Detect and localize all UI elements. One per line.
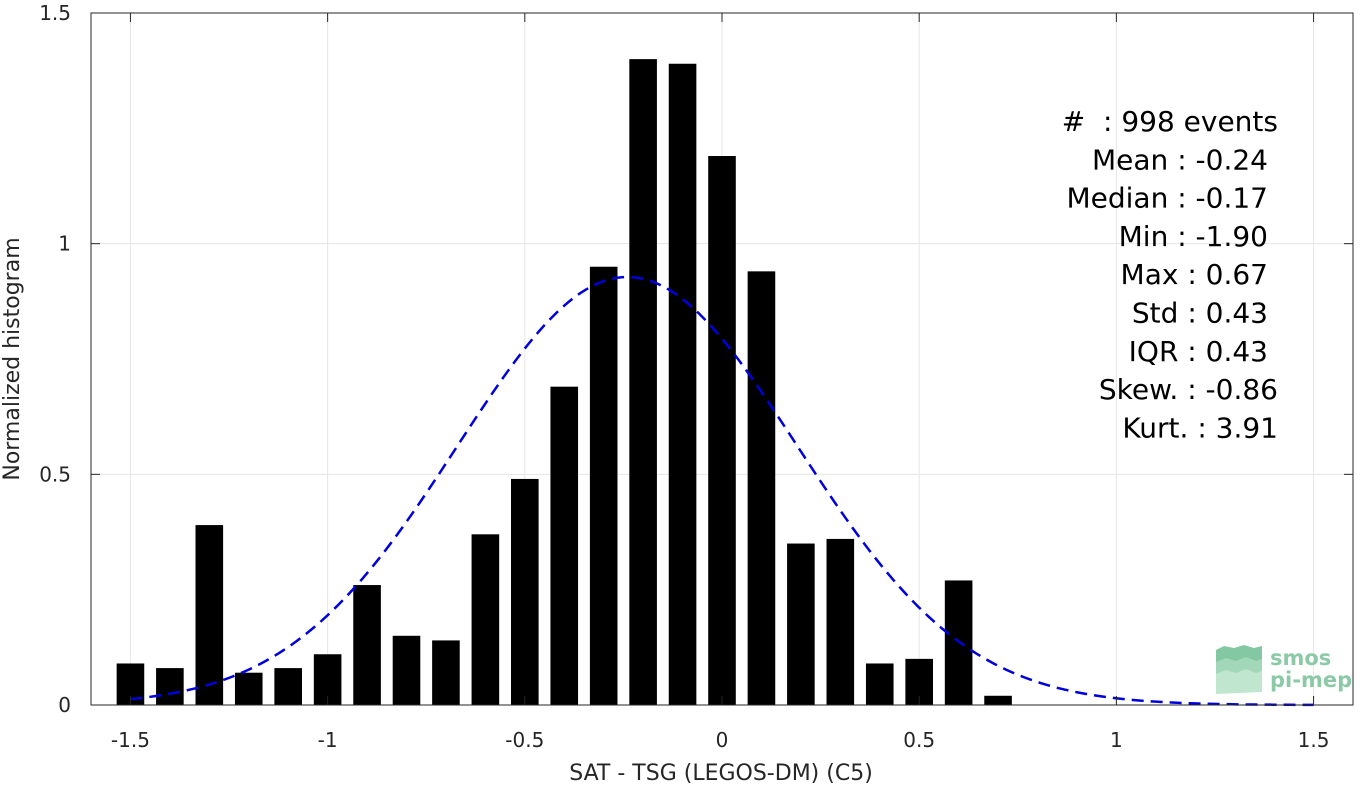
- y-tick-label: 1.5: [39, 1, 71, 25]
- y-tick-label: 0: [58, 693, 71, 717]
- histogram-bar: [747, 271, 776, 705]
- histogram-bar: [353, 585, 381, 705]
- stat-line: Median : -0.17: [1066, 182, 1268, 215]
- x-tick-label: -1: [318, 728, 338, 752]
- histogram-bar: [708, 156, 736, 706]
- stat-line: Mean : -0.24: [1092, 143, 1268, 176]
- histogram-bar: [392, 635, 421, 705]
- x-tick-label: 1: [1110, 728, 1123, 752]
- histogram-bar: [550, 386, 579, 705]
- histogram-bar: [787, 543, 815, 705]
- stat-line: Min : -1.90: [1119, 220, 1268, 253]
- stat-line: Skew. : -0.86: [1099, 373, 1278, 406]
- histogram-bar: [826, 538, 855, 705]
- histogram-bar: [195, 525, 224, 705]
- histogram-bar: [432, 640, 460, 705]
- histogram-bar: [984, 695, 1012, 705]
- histogram-bar: [668, 63, 697, 706]
- logo-waves-icon: [1216, 645, 1262, 694]
- stat-line: # : 998 events: [1062, 105, 1278, 138]
- histogram-bar: [511, 478, 539, 705]
- stat-line: Kurt. : 3.91: [1122, 411, 1278, 444]
- x-tick-labels: -1.5 -1 -0.5 0 0.5 1 1.5: [111, 728, 1330, 752]
- histogram-bar: [156, 668, 184, 705]
- axis-ticks: [91, 12, 1353, 706]
- y-axis-label: Normalized histogram: [0, 237, 25, 480]
- x-axis-label: SAT - TSG (LEGOS-DM) (C5): [569, 761, 873, 785]
- histogram-bar: [234, 672, 263, 705]
- statistics-annotation: # : 998 events Mean : -0.24 Median : -0.17…: [1062, 105, 1278, 444]
- stat-line: Max : 0.67: [1121, 258, 1268, 291]
- y-tick-label: 0.5: [39, 462, 71, 486]
- histogram-bar: [274, 668, 302, 705]
- x-tick-label: -1.5: [111, 728, 150, 752]
- logo-line1: smos: [1270, 646, 1331, 670]
- histogram-bar: [629, 59, 657, 705]
- y-tick-label: 1: [58, 232, 71, 256]
- histogram-bar: [865, 663, 894, 705]
- stat-line: Std : 0.43: [1132, 297, 1268, 330]
- logo-line2: pi-mep: [1270, 668, 1352, 692]
- smos-pi-mep-logo: smos pi-mep: [1216, 645, 1352, 694]
- stat-line: IQR : 0.43: [1129, 335, 1268, 368]
- histogram-bar: [589, 266, 618, 705]
- x-tick-label: 1.5: [1298, 728, 1330, 752]
- y-tick-labels: 0 0.5 1 1.5: [39, 1, 71, 717]
- x-tick-label: 0.5: [903, 728, 935, 752]
- histogram-bars: [116, 59, 1012, 706]
- x-tick-label: 0: [716, 728, 729, 752]
- histogram-bar: [471, 534, 500, 705]
- x-tick-label: -0.5: [505, 728, 544, 752]
